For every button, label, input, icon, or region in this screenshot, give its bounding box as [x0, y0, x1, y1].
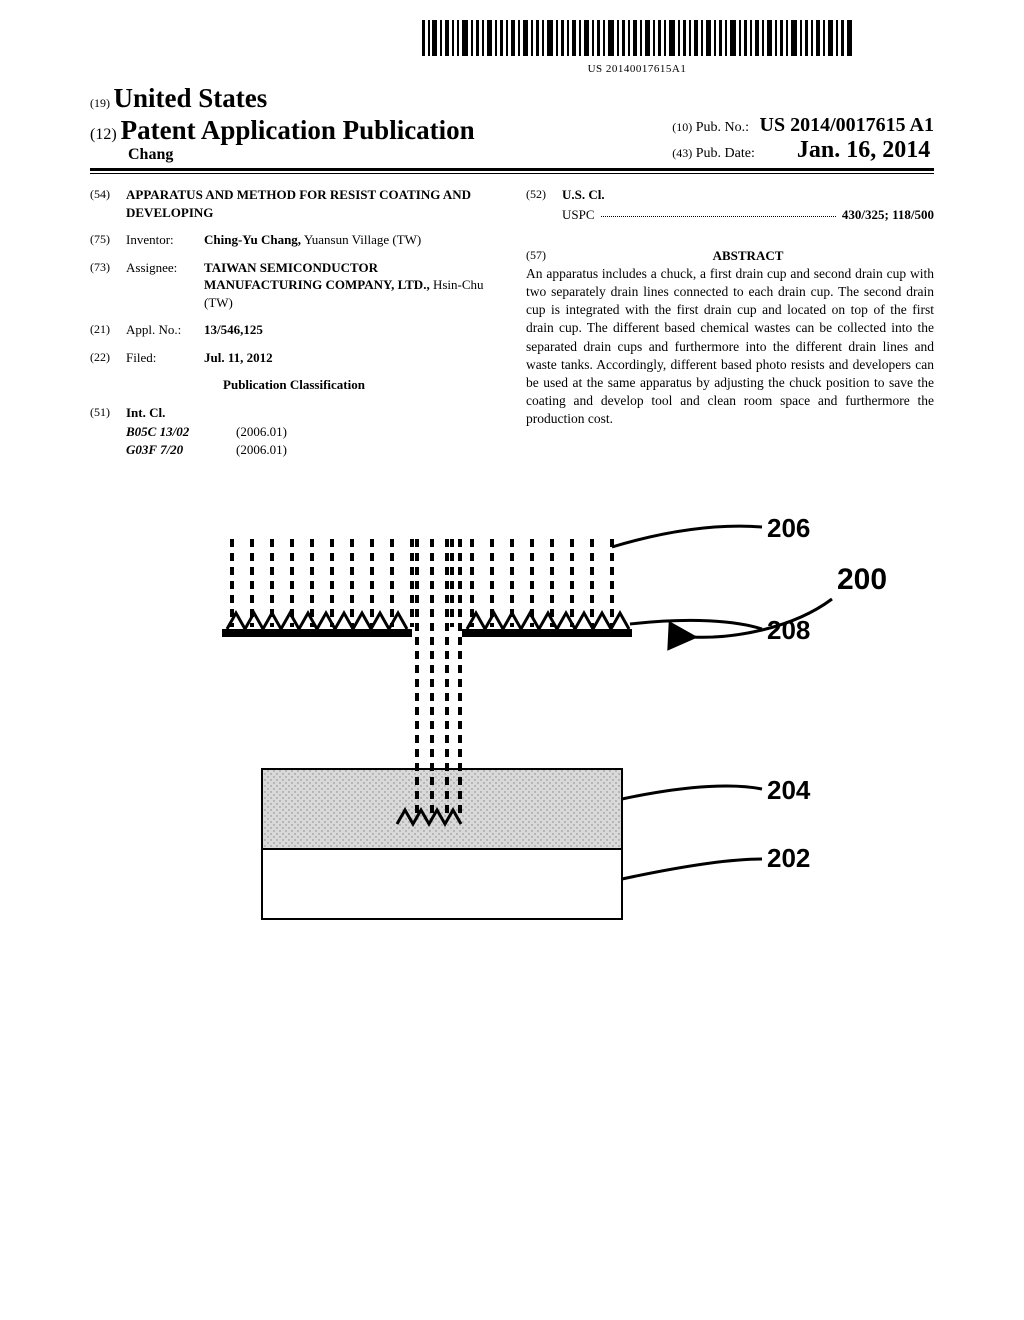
uscl-label: U.S. Cl.	[562, 186, 934, 204]
code-12: (12)	[90, 126, 117, 143]
intcl-class-0: B05C 13/02	[126, 423, 236, 441]
rule-thick	[90, 168, 934, 171]
fig-label-206: 206	[767, 513, 810, 543]
body-columns: (54) APPARATUS AND METHOD FOR RESIST COA…	[90, 186, 934, 459]
fig-label-200: 200	[837, 563, 887, 596]
abstract-text: An apparatus includes a chuck, a first d…	[526, 265, 934, 429]
code-10: (10)	[672, 120, 692, 134]
uspc-dots	[601, 206, 836, 217]
pubno-label: Pub. No.:	[696, 120, 749, 135]
code-43: (43)	[672, 146, 692, 160]
pub-number: US 2014/0017615 A1	[760, 114, 934, 136]
code-54: (54)	[90, 186, 126, 221]
intcl-year-1: (2006.01)	[236, 441, 287, 459]
inventor-name: Ching-Yu Chang,	[204, 232, 301, 247]
intcl-class-1: G03F 7/20	[126, 441, 236, 459]
assignee-label: Assignee:	[126, 259, 204, 312]
filed-date: Jul. 11, 2012	[204, 349, 498, 367]
barcode-block: US 20140017615A1	[340, 20, 934, 75]
abstract-heading: ABSTRACT	[562, 247, 934, 265]
pubdate-label: Pub. Date:	[696, 146, 755, 161]
classification-title: Publication Classification	[90, 376, 498, 394]
doc-type: Patent Application Publication	[121, 115, 475, 145]
inventor-location: Yuansun Village (TW)	[304, 232, 421, 247]
code-22: (22)	[90, 349, 126, 367]
code-51: (51)	[90, 404, 126, 422]
inventor-label: Inventor:	[126, 231, 204, 249]
fig-label-208: 208	[767, 615, 810, 645]
barcode-text: US 20140017615A1	[340, 63, 934, 75]
patent-figure: 206 200 208 204 202	[132, 509, 892, 949]
code-52: (52)	[526, 186, 562, 204]
invention-title: APPARATUS AND METHOD FOR RESIST COATING …	[126, 186, 498, 221]
code-75: (75)	[90, 231, 126, 249]
code-21: (21)	[90, 321, 126, 339]
author-surname: Chang	[128, 146, 475, 164]
rule-thin	[90, 173, 934, 174]
figure-area: 206 200 208 204 202	[90, 509, 934, 954]
header-block: (19) United States (12) Patent Applicati…	[90, 83, 934, 164]
uspc-label: USPC	[562, 206, 595, 224]
assignee-name: TAIWAN SEMICONDUCTOR MANUFACTURING COMPA…	[204, 260, 430, 293]
barcode-svg	[422, 20, 852, 56]
code-19: (19)	[90, 96, 110, 110]
pub-date: Jan. 16, 2014	[797, 137, 930, 163]
uspc-codes: 430/325; 118/500	[842, 206, 934, 224]
left-column: (54) APPARATUS AND METHOD FOR RESIST COA…	[90, 186, 498, 459]
uspc-codes-text: 430/325; 118/500	[842, 207, 934, 222]
code-57: (57)	[526, 247, 562, 265]
right-column: (52) U.S. Cl. USPC 430/325; 118/500 (57)…	[526, 186, 934, 459]
appl-number: 13/546,125	[204, 321, 498, 339]
fig-label-202: 202	[767, 843, 810, 873]
code-73: (73)	[90, 259, 126, 312]
fig-label-204: 204	[767, 775, 811, 805]
applno-label: Appl. No.:	[126, 321, 204, 339]
filed-label: Filed:	[126, 349, 204, 367]
intcl-year-0: (2006.01)	[236, 423, 287, 441]
country-name: United States	[114, 83, 268, 113]
intcl-label: Int. Cl.	[126, 404, 498, 422]
